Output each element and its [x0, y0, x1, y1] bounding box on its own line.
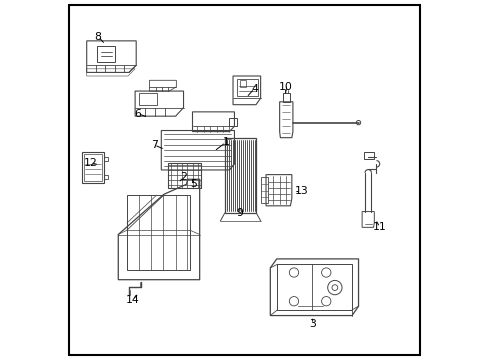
- Text: 4: 4: [251, 84, 258, 94]
- Text: 11: 11: [372, 222, 386, 232]
- Text: 8: 8: [95, 32, 102, 41]
- Text: 7: 7: [150, 140, 157, 150]
- Text: 2: 2: [180, 172, 186, 182]
- Text: 14: 14: [125, 295, 139, 305]
- Text: 3: 3: [308, 319, 315, 329]
- Text: 9: 9: [236, 208, 243, 218]
- Text: 13: 13: [294, 186, 307, 197]
- Bar: [224, 138, 256, 213]
- Text: 6: 6: [134, 109, 141, 119]
- Text: 12: 12: [84, 158, 98, 168]
- Text: 5: 5: [190, 179, 197, 189]
- Text: 1: 1: [222, 138, 229, 147]
- Text: 10: 10: [278, 82, 292, 92]
